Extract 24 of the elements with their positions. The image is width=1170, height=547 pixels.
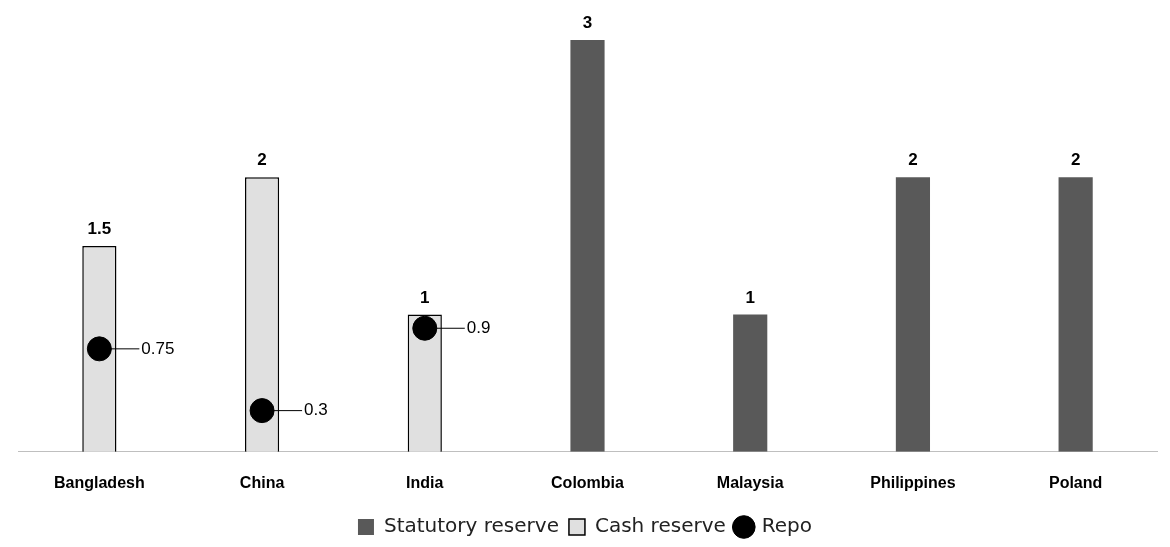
data-label: 0.75 (141, 338, 175, 358)
x-tick-label: Philippines (870, 473, 956, 491)
x-tick-label: Colombia (551, 473, 625, 491)
x-tick-label: China (239, 473, 285, 491)
legend-label: Statutory reserve (383, 513, 559, 538)
x-tick-label: Bangladesh (54, 473, 145, 491)
data-label: 1 (420, 287, 430, 307)
data-label: 0.9 (466, 317, 491, 337)
x-tick-label: India (406, 473, 444, 491)
x-tick-label: Malaysia (716, 473, 784, 491)
bar (895, 177, 931, 452)
data-label: 3 (582, 13, 593, 33)
data-label: 1 (745, 287, 755, 307)
bar (1058, 177, 1093, 452)
x-tick-label: Poland (1048, 473, 1103, 491)
data-label: 2 (257, 150, 267, 170)
data-label: 2 (908, 150, 918, 170)
data-label: 2 (1070, 150, 1081, 170)
legend-label: Cash reserve (594, 513, 726, 538)
data-label: 0.3 (304, 400, 328, 420)
legend-label: Repo (761, 513, 813, 538)
data-label: 1.5 (87, 219, 112, 239)
bar (733, 314, 768, 452)
bar (570, 40, 605, 452)
